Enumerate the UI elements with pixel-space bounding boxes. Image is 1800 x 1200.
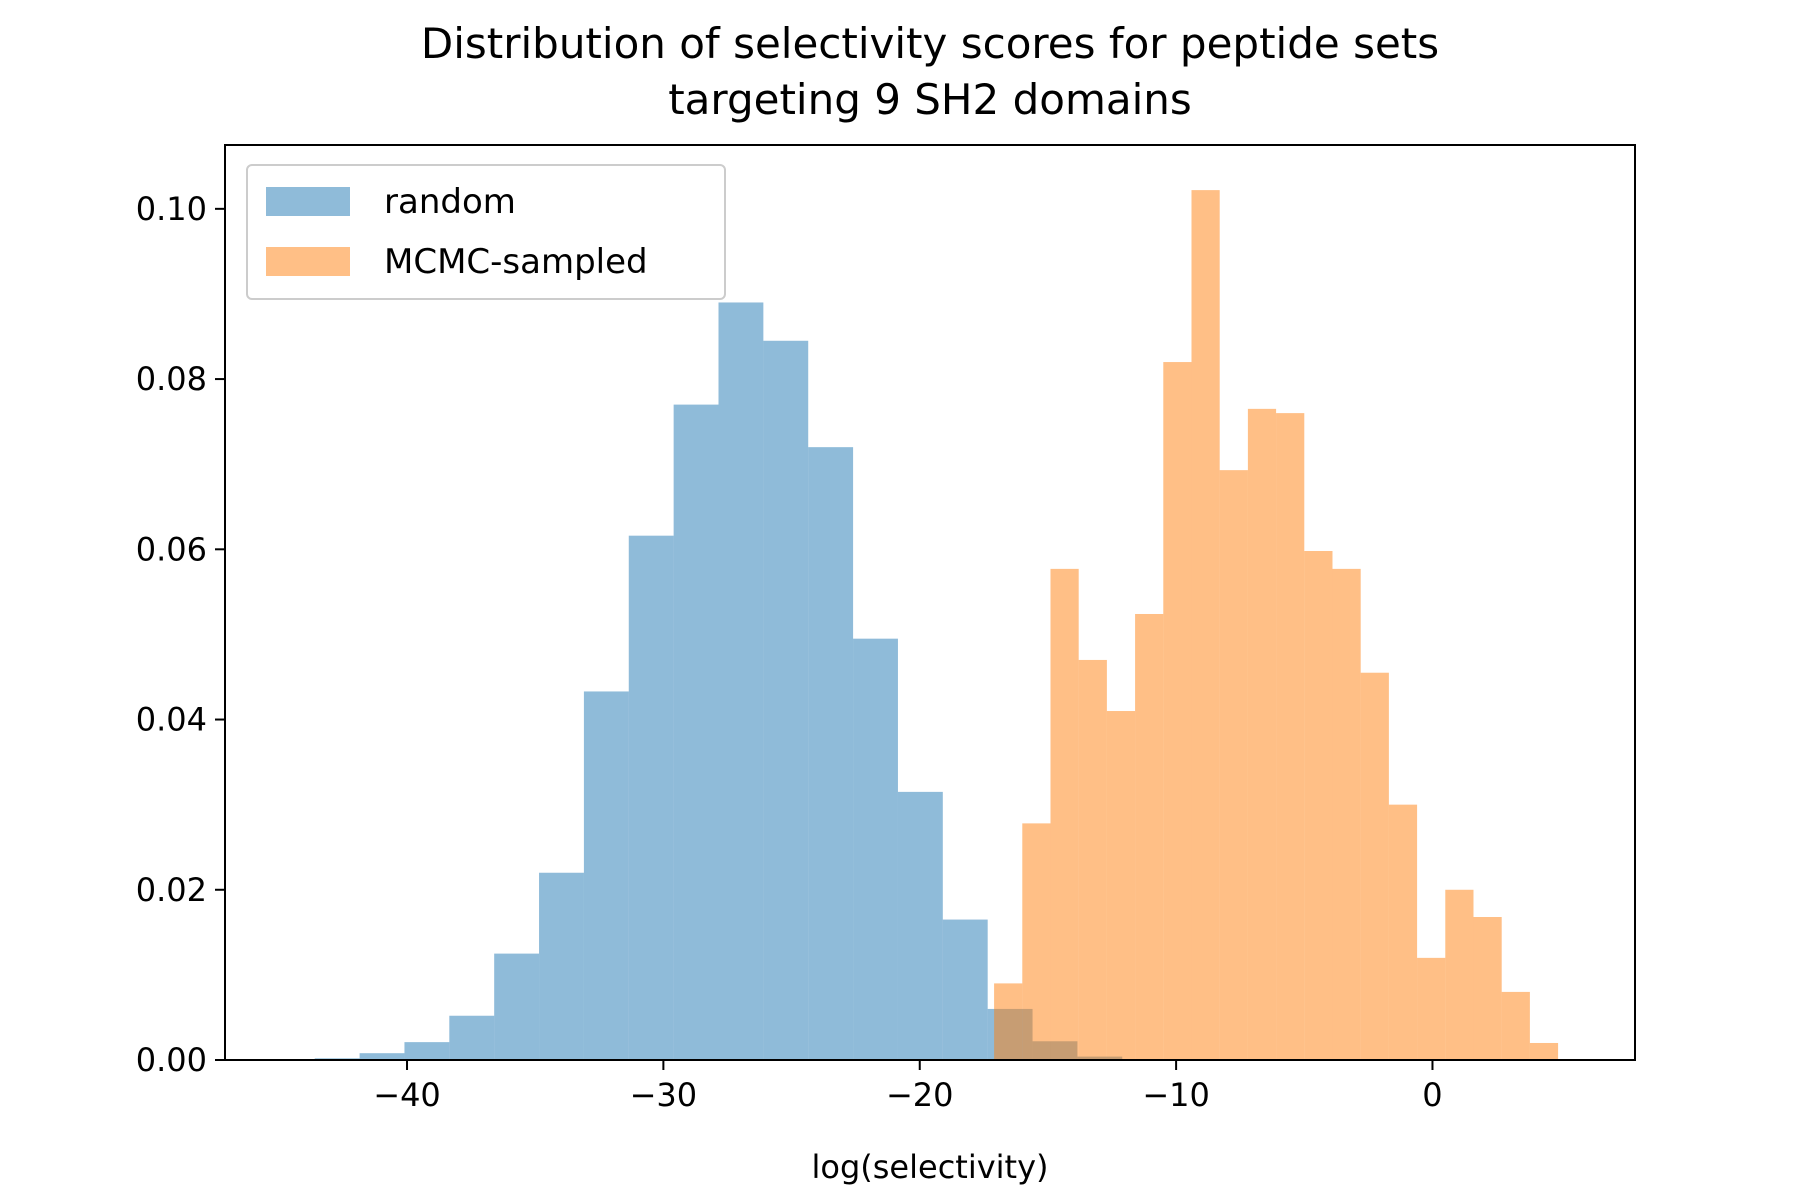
- legend-frame: [246, 164, 726, 300]
- bar-mcmc-sampled-10: [1276, 413, 1305, 1060]
- y-tick-label: 0.08: [136, 360, 207, 398]
- bar-mcmc-sampled-16: [1445, 889, 1474, 1060]
- bar-mcmc-sampled-9: [1247, 408, 1277, 1060]
- y-tick-label: 0.06: [136, 530, 207, 568]
- bar-mcmc-sampled-13: [1360, 672, 1389, 1060]
- bar-random-2: [404, 1042, 450, 1060]
- bar-mcmc-sampled-15: [1417, 957, 1446, 1060]
- legend-swatch-mcmc-sampled: [266, 247, 350, 276]
- bar-mcmc-sampled-17: [1473, 917, 1502, 1060]
- bars-layer: [314, 190, 1559, 1061]
- bar-mcmc-sampled-8: [1219, 470, 1248, 1060]
- bar-random-13: [897, 791, 943, 1060]
- x-tick-label: −20: [886, 1076, 954, 1114]
- bar-random-7: [628, 535, 674, 1060]
- bar-mcmc-sampled-2: [1050, 568, 1079, 1060]
- bar-mcmc-sampled-5: [1135, 613, 1164, 1060]
- bar-mcmc-sampled-0: [994, 983, 1023, 1060]
- bar-mcmc-sampled-3: [1078, 659, 1107, 1060]
- x-axis-label: log(selectivity): [811, 1148, 1048, 1186]
- bar-mcmc-sampled-1: [1022, 823, 1051, 1060]
- ticks-layer: −40 −30 −20 −10 0 0.00 0.02 0.04 0.06 0.08 0.10: [136, 190, 1443, 1114]
- bar-mcmc-sampled-4: [1106, 711, 1136, 1060]
- chart-title-line-1: Distribution of selectivity scores for p…: [421, 19, 1439, 68]
- bar-random-6: [583, 691, 629, 1060]
- x-tick-label: 0: [1422, 1076, 1442, 1114]
- x-tick-label: −30: [630, 1076, 698, 1114]
- bar-random-12: [853, 638, 898, 1060]
- y-tick-label: 0.04: [136, 701, 207, 739]
- legend-label-random: random: [384, 182, 516, 222]
- bar-random-11: [808, 447, 854, 1060]
- x-tick-label: −10: [1142, 1076, 1210, 1114]
- bar-mcmc-sampled-19: [1529, 1042, 1559, 1060]
- bar-mcmc-sampled-6: [1163, 362, 1192, 1060]
- bar-mcmc-sampled-7: [1191, 190, 1220, 1061]
- bar-mcmc-sampled-14: [1388, 804, 1418, 1060]
- chart-title-line-2: targeting 9 SH2 domains: [668, 75, 1192, 124]
- legend-label-mcmc-sampled: MCMC-sampled: [384, 242, 648, 282]
- x-tick-label: −40: [373, 1076, 441, 1114]
- y-tick-label: 0.02: [136, 871, 207, 909]
- bar-random-14: [942, 919, 988, 1060]
- bar-random-5: [539, 872, 584, 1060]
- y-tick-label: 0.00: [136, 1041, 207, 1079]
- bar-random-3: [449, 1015, 495, 1060]
- bar-random-9: [718, 302, 764, 1061]
- bar-random-4: [494, 953, 540, 1060]
- bar-mcmc-sampled-11: [1304, 551, 1333, 1060]
- bar-random-1: [359, 1053, 405, 1060]
- plot-frame: [224, 144, 1636, 1061]
- legend: random MCMC-sampled: [246, 164, 726, 300]
- legend-swatch-random: [266, 187, 350, 216]
- bar-random-10: [763, 340, 809, 1060]
- y-tick-label: 0.10: [136, 190, 207, 228]
- bar-mcmc-sampled-18: [1501, 991, 1530, 1060]
- bar-random-8: [673, 404, 719, 1061]
- bar-mcmc-sampled-12: [1332, 568, 1361, 1060]
